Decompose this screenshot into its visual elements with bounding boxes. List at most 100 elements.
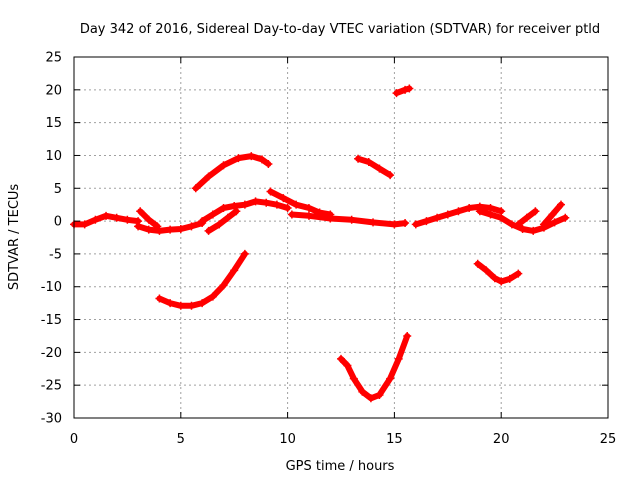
data-point [366, 394, 375, 403]
data-point [166, 299, 175, 308]
data-point [561, 213, 570, 222]
x-axis-label: GPS time / hours [286, 459, 395, 474]
data-point [187, 222, 196, 231]
data-point [198, 217, 207, 226]
data-point [166, 225, 175, 234]
series-arc-rise-6-8 [205, 208, 240, 234]
x-axis-ticks: 0 5 10 15 20 25 [70, 57, 616, 447]
data-point [304, 203, 313, 212]
chart-title: Day 342 of 2016, Sidereal Day-to-day VTE… [80, 22, 600, 37]
data-point [326, 214, 335, 223]
data-point [219, 161, 228, 170]
data-point [219, 281, 228, 290]
data-point [176, 301, 185, 310]
y-tick-label: -20 [41, 346, 62, 361]
data-point [354, 154, 363, 163]
data-point [539, 220, 548, 229]
data-point [369, 218, 378, 227]
data-point [247, 152, 256, 161]
data-point [155, 294, 164, 303]
series-arc-top-13-15 [355, 155, 394, 179]
data-point [514, 220, 523, 229]
data-point [80, 220, 89, 229]
data-point [375, 391, 384, 400]
y-tick-label: 10 [45, 149, 62, 164]
data-point [262, 198, 271, 207]
data-point [134, 222, 143, 231]
y-tick-label: 15 [45, 116, 62, 131]
data-point [403, 331, 412, 340]
data-point [557, 200, 566, 209]
data-point [208, 292, 217, 301]
y-tick-label: 5 [54, 182, 62, 197]
series-arc-top-5-9 [192, 153, 272, 192]
data-point [191, 184, 200, 193]
data-point [234, 154, 243, 163]
data-point [153, 222, 162, 231]
data-point [375, 164, 384, 173]
data-point [394, 354, 403, 363]
y-tick-label: -15 [41, 313, 62, 328]
series-arc-neg-4-8 [156, 250, 248, 309]
data-point [240, 249, 249, 258]
y-tick-label: 25 [45, 51, 62, 66]
data-point [401, 219, 410, 228]
data-point [473, 259, 482, 268]
data-point [304, 211, 313, 220]
data-point [144, 215, 153, 224]
x-tick-label: 10 [279, 432, 296, 447]
data-point [208, 210, 217, 219]
series-arc-neg-12-16 [338, 333, 411, 402]
x-tick-label: 0 [70, 432, 78, 447]
data-point [550, 218, 559, 227]
data-point [497, 277, 506, 286]
data-point [522, 213, 531, 222]
data-point [422, 217, 431, 226]
data-point [514, 269, 523, 278]
y-tick-label: -10 [41, 280, 62, 295]
y-tick-label: 0 [54, 215, 62, 230]
data-point [497, 213, 506, 222]
data-point [401, 85, 410, 94]
y-axis-label: SDTVAR / TECUs [7, 184, 22, 291]
x-tick-label: 15 [386, 432, 403, 447]
data-point [91, 215, 100, 224]
y-tick-label: 20 [45, 83, 62, 98]
data-point [279, 194, 288, 203]
data-point [292, 200, 301, 209]
data-point [240, 200, 249, 209]
grid-lines [74, 57, 608, 418]
plot-frame [73, 56, 609, 419]
data-point [123, 215, 132, 224]
x-tick-label: 5 [177, 432, 185, 447]
data-point [287, 210, 296, 219]
data-point [490, 274, 499, 283]
data-point [386, 374, 395, 383]
data-point [443, 210, 452, 219]
data-point [465, 203, 474, 212]
y-tick-label: -5 [49, 247, 62, 262]
data-point [272, 200, 281, 209]
data-point [505, 274, 514, 283]
data-point [518, 224, 527, 233]
data-point [198, 299, 207, 308]
data-point [230, 201, 239, 210]
data-point [433, 213, 442, 222]
data-point [347, 215, 356, 224]
data-point [454, 207, 463, 216]
data-point [136, 207, 145, 216]
data-point [482, 266, 491, 275]
data-point [266, 187, 275, 196]
data-point [112, 213, 121, 222]
data-point [257, 155, 266, 164]
data-point [102, 211, 111, 220]
data-point [204, 226, 213, 235]
data-point [264, 159, 273, 168]
data-point [405, 84, 414, 93]
data-point [230, 266, 239, 275]
data-point [390, 220, 399, 229]
data-point [486, 210, 495, 219]
data-point [358, 387, 367, 396]
data-point [215, 220, 224, 229]
